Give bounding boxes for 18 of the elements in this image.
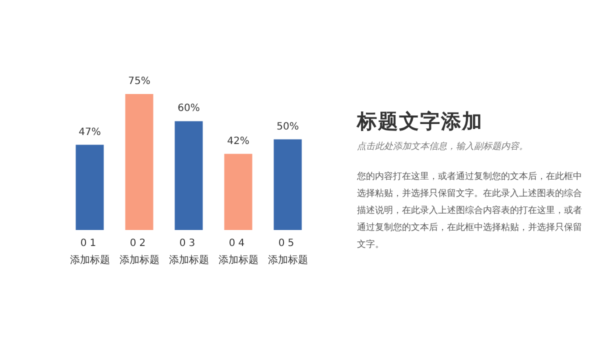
text: 您的内容打在这里，或者通过复制您的文本后，在此框中选择粘贴，并选择只保留文字。在此录入上述图表的综合描述说明，在此录入上述图综合内容表的打在这里，或者通过复制您的文本后，在此框中选择粘贴，并选择只保留文字。 <box>357 170 583 252</box>
text: 点击此处添加文本信息，输入副标题内容。 <box>357 140 528 153</box>
bar <box>174 121 203 230</box>
x-tick-label: 01 添加标题 <box>70 238 110 266</box>
text: 标题文字添加 <box>357 108 483 135</box>
x-tick-label: 05 添加标题 <box>268 238 308 266</box>
x-tick-label: 02 添加标题 <box>119 238 160 266</box>
bar <box>76 144 104 230</box>
data-label: 42% <box>227 136 250 147</box>
data-label: 75% <box>128 76 150 87</box>
x-tick-label: 03 添加标题 <box>168 238 209 266</box>
data-label: 47% <box>78 126 101 138</box>
data-label: 50% <box>276 121 299 132</box>
bar <box>274 139 302 230</box>
bar <box>125 94 154 230</box>
x-tick-label: 04 添加标题 <box>218 238 258 266</box>
bar <box>224 154 252 230</box>
data-label: 60% <box>178 103 200 114</box>
